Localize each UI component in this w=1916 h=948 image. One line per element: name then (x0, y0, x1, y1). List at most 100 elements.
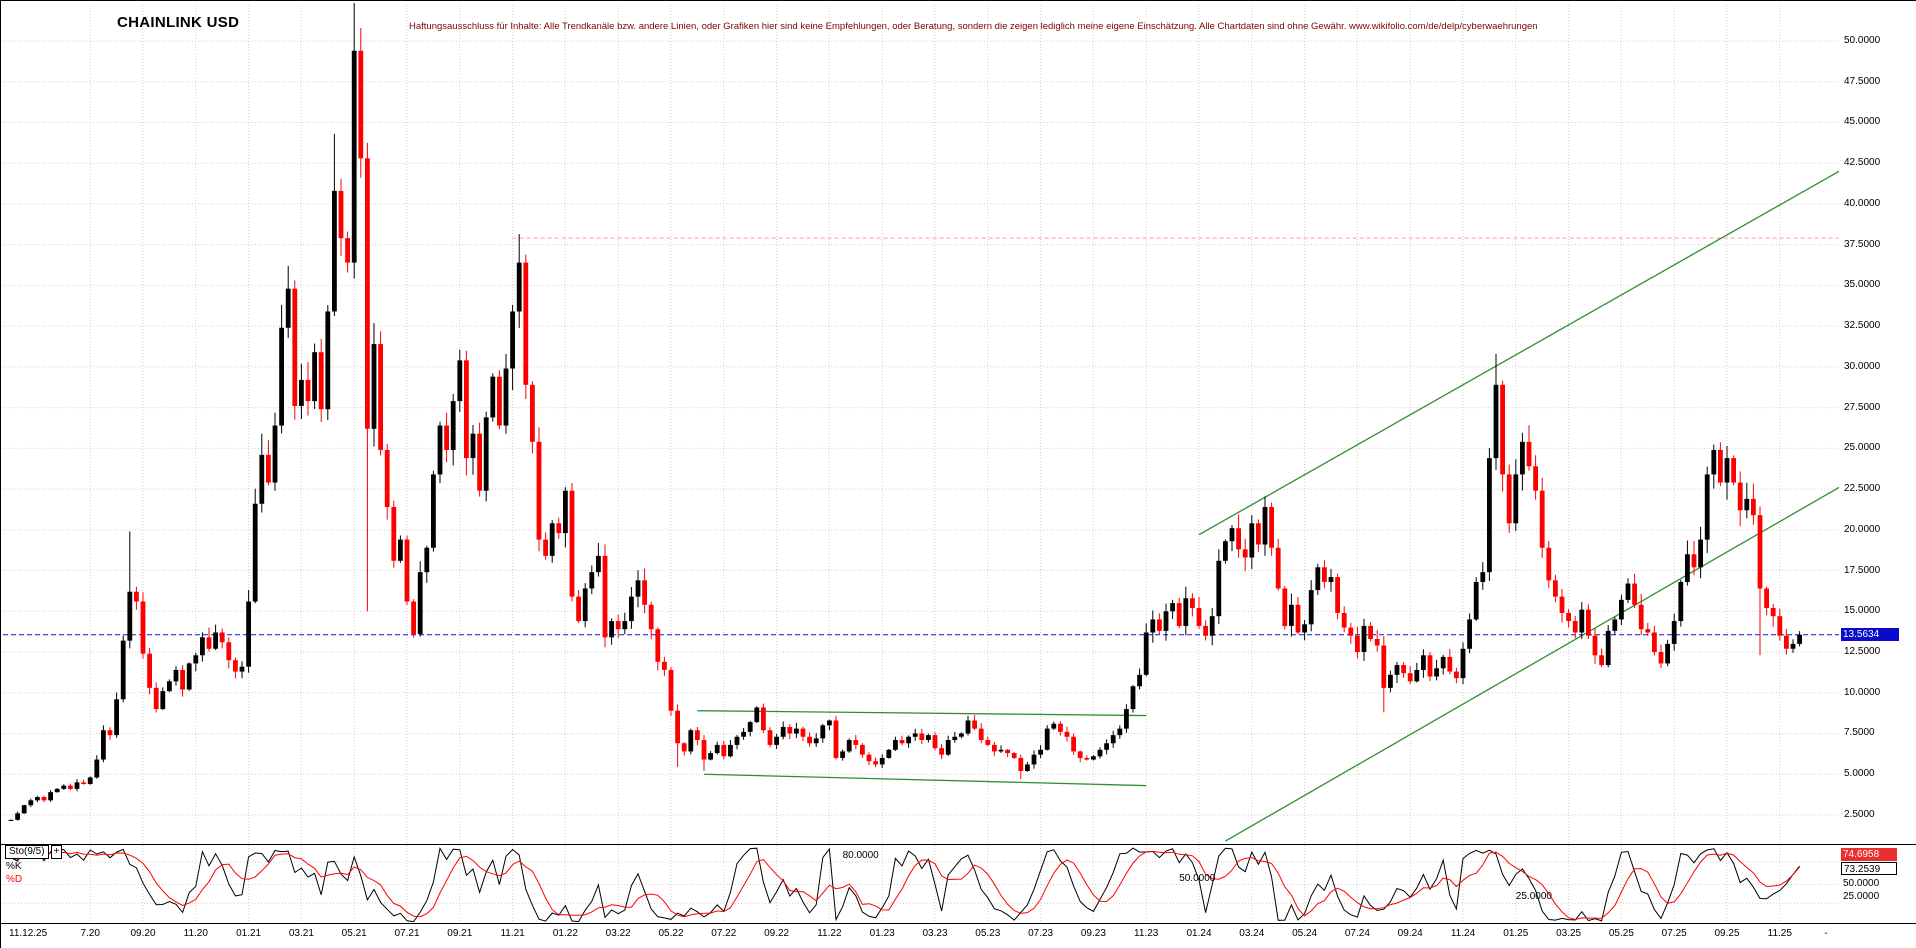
candle (985, 736, 991, 747)
candle (1454, 667, 1459, 684)
x-tick-label: 05.23 (975, 928, 1001, 939)
candle (879, 754, 885, 768)
candle (1262, 496, 1268, 556)
y-tick-label: 30.0000 (1844, 360, 1881, 372)
candle (1104, 739, 1109, 755)
indicator-name-button[interactable]: Sto(9/5) (5, 845, 49, 859)
candle (589, 565, 595, 595)
candle (807, 732, 812, 747)
candle (1421, 649, 1426, 678)
candle (167, 679, 172, 693)
candle (523, 254, 529, 400)
candle (246, 590, 251, 673)
candle (695, 726, 700, 746)
candle (483, 411, 489, 502)
candle (820, 724, 826, 743)
candle (1394, 661, 1400, 684)
y-tick-label: 5.0000 (1844, 768, 1875, 780)
candle (1117, 725, 1123, 739)
candle (1368, 622, 1373, 642)
candle (1619, 594, 1624, 626)
candle (866, 752, 872, 765)
candle (681, 742, 687, 756)
candle (371, 323, 377, 447)
indicator-header: Sto(9/5) + (5, 845, 63, 859)
y-tick-label: 7.5000 (1844, 727, 1875, 739)
candle (233, 657, 238, 679)
candle (1493, 353, 1499, 470)
candle (28, 798, 34, 808)
candle (338, 178, 344, 257)
candle (939, 744, 944, 760)
candle (140, 592, 146, 659)
x-tick-label: 11.21 (500, 928, 525, 939)
candle (510, 304, 515, 391)
candle (1520, 432, 1525, 491)
candle (1322, 560, 1327, 589)
candle (1275, 538, 1281, 591)
candle (893, 736, 898, 751)
candle (549, 520, 555, 563)
candle (1599, 648, 1604, 667)
x-tick-label: 09.25 (1714, 928, 1740, 939)
candles-layer (8, 3, 1802, 822)
candle (1460, 642, 1466, 685)
add-indicator-button[interactable]: + (50, 845, 63, 859)
candle (1137, 668, 1142, 690)
y-tick-label: 35.0000 (1844, 279, 1881, 291)
candle (833, 715, 839, 760)
candle (945, 735, 951, 756)
candle (213, 624, 218, 651)
x-tick-label: 03.24 (1239, 928, 1265, 939)
candle (596, 542, 601, 577)
candle (332, 133, 337, 316)
candle (239, 661, 245, 679)
y-tick-label: 42.5000 (1844, 157, 1881, 169)
candle (622, 612, 628, 635)
candle (1467, 613, 1472, 654)
candle (299, 363, 304, 419)
candle (1176, 597, 1182, 629)
candle (21, 804, 27, 814)
candle (1414, 662, 1420, 683)
candle (305, 361, 311, 416)
candle (734, 735, 740, 750)
candle (1658, 644, 1664, 668)
candle (1315, 563, 1321, 595)
candle (1546, 541, 1552, 589)
candle (1671, 613, 1677, 651)
candle (101, 725, 106, 763)
x-tick-label: 11.25 (1767, 928, 1792, 939)
candle (1487, 448, 1492, 582)
candle (120, 635, 126, 703)
candle (1757, 506, 1763, 656)
overlay-lines-layer (3, 170, 1840, 842)
candle (1203, 620, 1208, 641)
candle (1506, 464, 1512, 533)
candle (470, 424, 476, 475)
candle (186, 662, 192, 691)
candle (846, 738, 852, 753)
candle (365, 142, 370, 612)
candle (516, 234, 522, 328)
candle (1005, 749, 1010, 758)
y-tick-label: 10.0000 (1844, 686, 1881, 698)
candle (1282, 585, 1288, 630)
candle (543, 532, 548, 560)
candle (437, 421, 443, 484)
candle (54, 788, 60, 793)
candle (1071, 733, 1076, 755)
candle (747, 721, 753, 737)
candle (1480, 562, 1486, 590)
candle (912, 728, 918, 741)
candle (1665, 639, 1670, 667)
candle (1229, 525, 1235, 552)
y-tick-label: 27.5000 (1844, 401, 1881, 413)
x-tick-label: 03.25 (1556, 928, 1582, 939)
candle (1084, 755, 1090, 761)
candle (15, 811, 20, 821)
candle (1737, 471, 1743, 526)
candle (1328, 568, 1334, 592)
x-tick-label: 09.21 (447, 928, 473, 939)
